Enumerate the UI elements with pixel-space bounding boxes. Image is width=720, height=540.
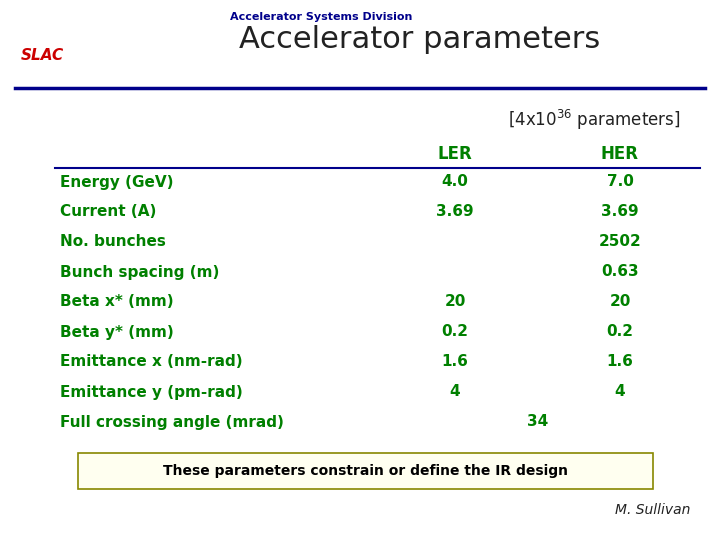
Text: 0.2: 0.2	[441, 325, 469, 340]
Text: Beta y* (mm): Beta y* (mm)	[60, 325, 174, 340]
Text: Beta x* (mm): Beta x* (mm)	[60, 294, 174, 309]
FancyBboxPatch shape	[78, 453, 653, 489]
Text: [4x10$^{36}$ parameters]: [4x10$^{36}$ parameters]	[508, 108, 680, 132]
Text: 4: 4	[615, 384, 625, 400]
Text: Full crossing angle (mrad): Full crossing angle (mrad)	[60, 415, 284, 429]
Text: These parameters constrain or define the IR design: These parameters constrain or define the…	[163, 464, 568, 478]
Text: 34: 34	[527, 415, 548, 429]
Text: 2502: 2502	[598, 234, 642, 249]
Text: HER: HER	[601, 145, 639, 163]
Text: Emittance y (pm-rad): Emittance y (pm-rad)	[60, 384, 243, 400]
Text: 0.63: 0.63	[601, 265, 639, 280]
Text: M. Sullivan: M. Sullivan	[615, 503, 690, 517]
Text: 7.0: 7.0	[606, 174, 634, 190]
Text: Accelerator parameters: Accelerator parameters	[239, 25, 600, 54]
Text: Accelerator Systems Division: Accelerator Systems Division	[230, 12, 413, 22]
Text: SLAC: SLAC	[20, 48, 63, 63]
Text: Emittance x (nm-rad): Emittance x (nm-rad)	[60, 354, 243, 369]
Text: 20: 20	[444, 294, 466, 309]
Text: No. bunches: No. bunches	[60, 234, 166, 249]
Text: Energy (GeV): Energy (GeV)	[60, 174, 174, 190]
Text: 4: 4	[450, 384, 460, 400]
Text: LER: LER	[438, 145, 472, 163]
Text: 3.69: 3.69	[601, 205, 639, 219]
Text: 20: 20	[609, 294, 631, 309]
Text: Current (A): Current (A)	[60, 205, 156, 219]
Text: 1.6: 1.6	[441, 354, 469, 369]
Text: 0.2: 0.2	[606, 325, 634, 340]
Text: Bunch spacing (m): Bunch spacing (m)	[60, 265, 220, 280]
Text: 4.0: 4.0	[441, 174, 469, 190]
Text: 3.69: 3.69	[436, 205, 474, 219]
Text: 1.6: 1.6	[606, 354, 634, 369]
